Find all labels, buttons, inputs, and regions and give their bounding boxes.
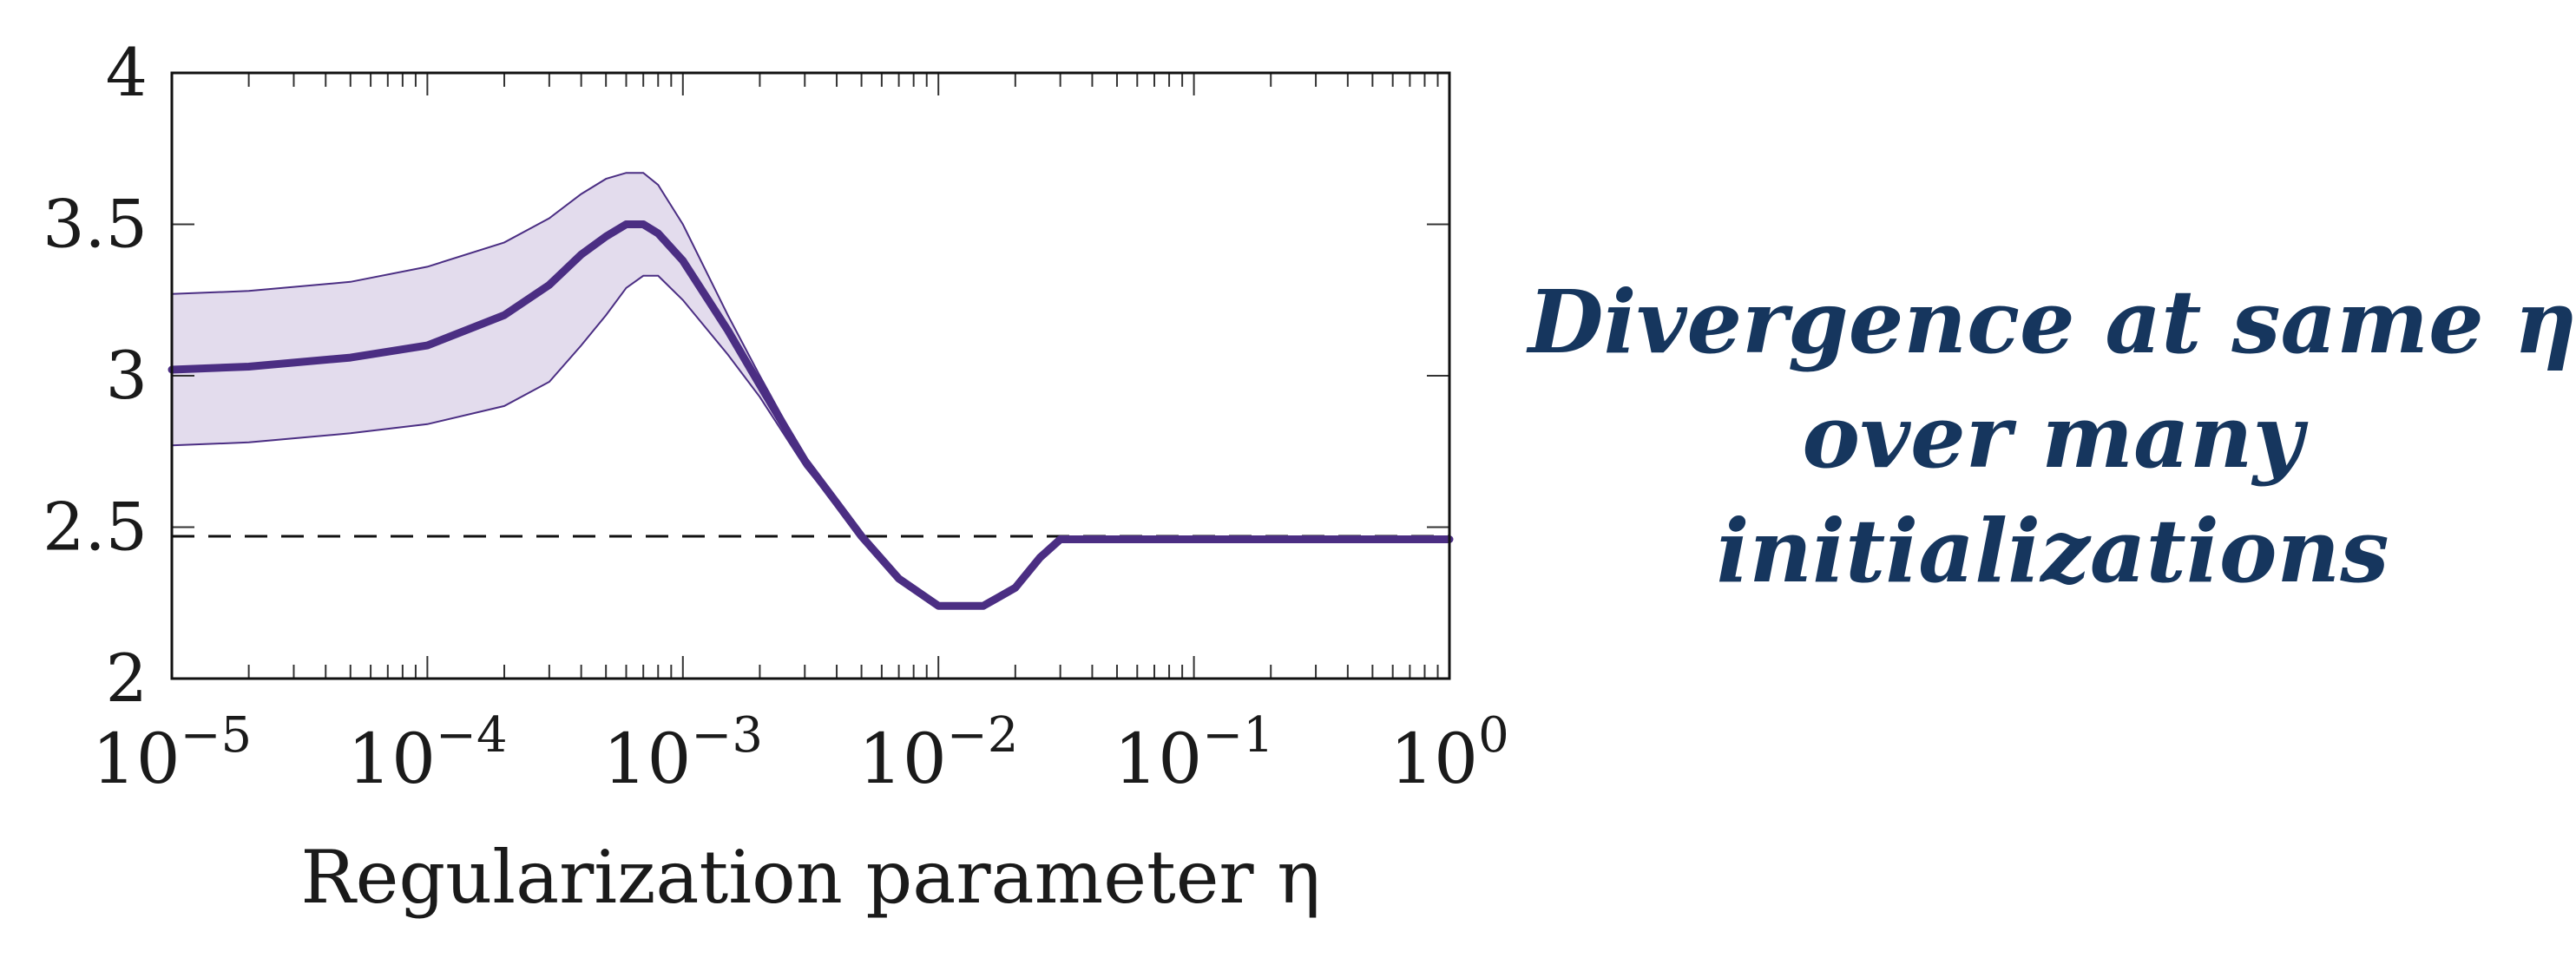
x-tick-label-exponent: −3	[691, 707, 763, 764]
mean-line-layer	[168, 220, 1454, 610]
x-tick-label: 10−4	[347, 707, 507, 799]
y-tick-label: 4	[106, 34, 148, 111]
x-tick-label-exponent: −5	[181, 707, 253, 764]
x-tick-label: 10−5	[92, 707, 252, 799]
x-tick-label-exponent: 0	[1478, 707, 1509, 764]
y-tick-label: 2	[106, 640, 148, 717]
x-tick-label-exponent: −1	[1202, 707, 1274, 764]
plot-frame	[170, 71, 1451, 680]
x-tick-label: 10−3	[603, 707, 763, 799]
y-tick-label: 2.5	[43, 489, 148, 566]
x-tick-label-exponent: −4	[436, 707, 508, 764]
confidence-band	[172, 173, 1449, 607]
x-axis-label: Regularization parameter η	[300, 835, 1320, 920]
x-tick-label-base: 10	[603, 718, 692, 799]
mean-line	[168, 220, 1454, 610]
x-tick-label-exponent: −2	[947, 707, 1019, 764]
x-tick-label-base: 10	[347, 718, 436, 799]
x-tick-label-base: 10	[92, 718, 181, 799]
annotation: Divergence at same η over many initializ…	[1528, 265, 2576, 608]
x-tick-label-base: 10	[1390, 718, 1478, 799]
x-tick-label: 100	[1390, 707, 1508, 799]
x-tick-label: 10−2	[858, 707, 1018, 799]
annotation-line-1: Divergence at same η	[1528, 271, 2576, 373]
y-tick-label: 3	[106, 337, 148, 414]
y-tick-label: 3.5	[43, 186, 148, 263]
x-tick-label-base: 10	[1114, 718, 1202, 799]
x-tick-label: 10−1	[1114, 707, 1273, 799]
annotation-line-2: over many initializations	[1716, 385, 2389, 602]
x-tick-label-base: 10	[858, 718, 947, 799]
